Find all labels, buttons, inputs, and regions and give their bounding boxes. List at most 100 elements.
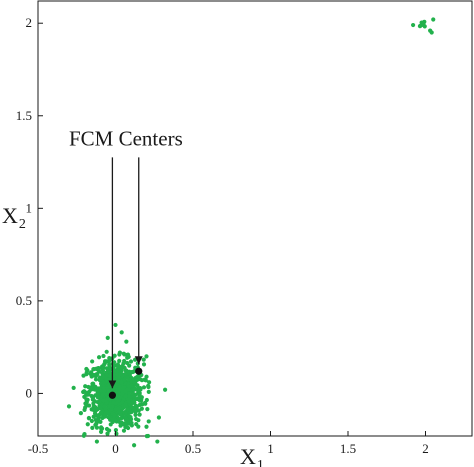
data-point	[128, 410, 133, 415]
y-tick-label: 2	[26, 15, 33, 30]
data-point	[429, 30, 434, 35]
data-point	[101, 388, 107, 394]
data-point	[132, 443, 137, 448]
data-point	[105, 431, 110, 436]
ticks-layer: -0.5 0 0.5 1 1.5 2 0 0.5 1 1.5 2	[16, 15, 429, 456]
data-point	[119, 366, 124, 371]
data-point	[117, 350, 122, 355]
data-point	[123, 368, 128, 373]
data-point	[144, 397, 149, 403]
data-point	[146, 384, 151, 390]
data-point	[116, 398, 121, 403]
data-point	[155, 439, 160, 444]
data-point	[109, 407, 114, 412]
data-point	[125, 375, 130, 380]
data-point	[127, 363, 132, 368]
data-point	[132, 380, 137, 385]
data-point	[94, 439, 99, 444]
data-point	[145, 407, 150, 412]
x-tick-label: 0	[112, 441, 119, 456]
data-point	[103, 359, 109, 364]
data-point	[133, 409, 138, 414]
data-point	[84, 372, 89, 377]
data-point	[417, 24, 423, 29]
x-tick-label: 2	[422, 441, 429, 456]
data-point	[135, 383, 140, 388]
data-point	[107, 428, 112, 433]
data-point	[86, 384, 91, 390]
data-point	[96, 355, 102, 360]
data-point	[144, 374, 149, 379]
data-point	[138, 387, 143, 392]
y-tick-label: 0	[26, 385, 33, 400]
data-point	[134, 422, 139, 427]
data-point	[91, 381, 96, 386]
data-point	[98, 410, 104, 415]
data-point	[84, 397, 89, 402]
data-point	[89, 407, 94, 412]
data-point	[98, 377, 103, 382]
y-tick-label: 1	[26, 200, 33, 215]
axis-labels-layer: X1 X2	[2, 203, 264, 467]
data-point	[125, 355, 130, 360]
data-point	[124, 339, 129, 344]
data-point	[121, 403, 126, 408]
data-point	[137, 392, 142, 397]
data-point	[117, 358, 122, 363]
data-point	[90, 359, 95, 364]
data-point	[91, 367, 96, 372]
data-point	[101, 353, 106, 359]
data-point	[121, 361, 126, 366]
data-point	[135, 374, 141, 379]
y-tick-label: 1.5	[16, 108, 32, 123]
data-point	[111, 400, 116, 405]
data-point	[163, 387, 168, 392]
data-point	[93, 377, 99, 382]
data-point	[113, 418, 118, 423]
data-point	[78, 411, 84, 416]
data-point	[101, 398, 106, 403]
data-point	[146, 419, 151, 424]
data-point	[96, 400, 102, 405]
data-point	[128, 421, 133, 426]
data-point	[85, 422, 90, 427]
data-point	[91, 401, 96, 406]
data-point	[125, 387, 130, 392]
data-point	[82, 389, 87, 394]
data-point	[146, 389, 151, 394]
x-tick-label: -0.5	[28, 441, 49, 456]
data-point	[96, 366, 101, 371]
data-point	[116, 378, 121, 383]
data-point	[106, 415, 111, 420]
data-point	[66, 404, 72, 409]
data-point	[104, 377, 109, 382]
data-point	[119, 420, 124, 425]
x-axis-title: X1	[240, 444, 264, 467]
annotation-label: FCM Centers	[69, 126, 183, 150]
data-point	[119, 330, 124, 335]
data-point	[101, 365, 106, 370]
data-point	[107, 404, 112, 409]
data-point	[83, 401, 88, 406]
data-point	[141, 385, 147, 390]
data-point	[95, 407, 100, 412]
data-point	[129, 405, 134, 410]
data-point	[133, 403, 139, 409]
data-point	[90, 396, 96, 401]
fcm-center-marker	[108, 391, 116, 399]
data-point	[104, 349, 109, 354]
data-point	[143, 378, 148, 383]
data-point	[141, 362, 147, 367]
x-tick-label: 1	[267, 441, 274, 456]
data-point	[86, 415, 92, 421]
data-point	[89, 418, 94, 424]
data-point	[145, 433, 151, 439]
data-point	[144, 424, 149, 429]
data-point	[86, 392, 91, 397]
data-point	[71, 385, 76, 390]
data-point	[126, 384, 131, 389]
data-point	[82, 407, 87, 412]
data-point	[113, 322, 118, 328]
data-point	[139, 378, 145, 383]
